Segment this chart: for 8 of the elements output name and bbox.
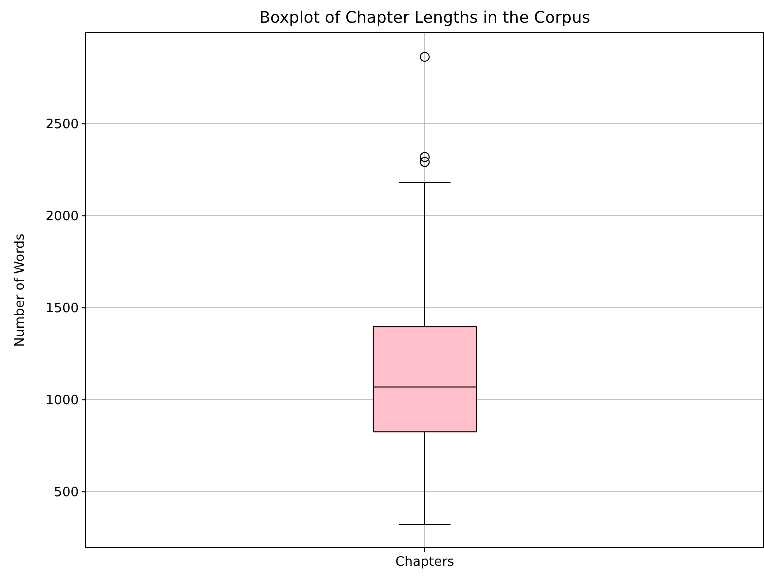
- chart-title: Boxplot of Chapter Lengths in the Corpus: [260, 8, 590, 27]
- y-tick-label: 2000: [46, 210, 79, 225]
- y-axis-title: Number of Words: [13, 234, 28, 348]
- y-tick-label: 2500: [46, 118, 79, 133]
- y-tick-label: 1500: [46, 302, 79, 317]
- y-tick-label: 1000: [46, 394, 79, 409]
- y-tick-label: 500: [54, 486, 79, 501]
- x-tick-label: Chapters: [396, 555, 455, 570]
